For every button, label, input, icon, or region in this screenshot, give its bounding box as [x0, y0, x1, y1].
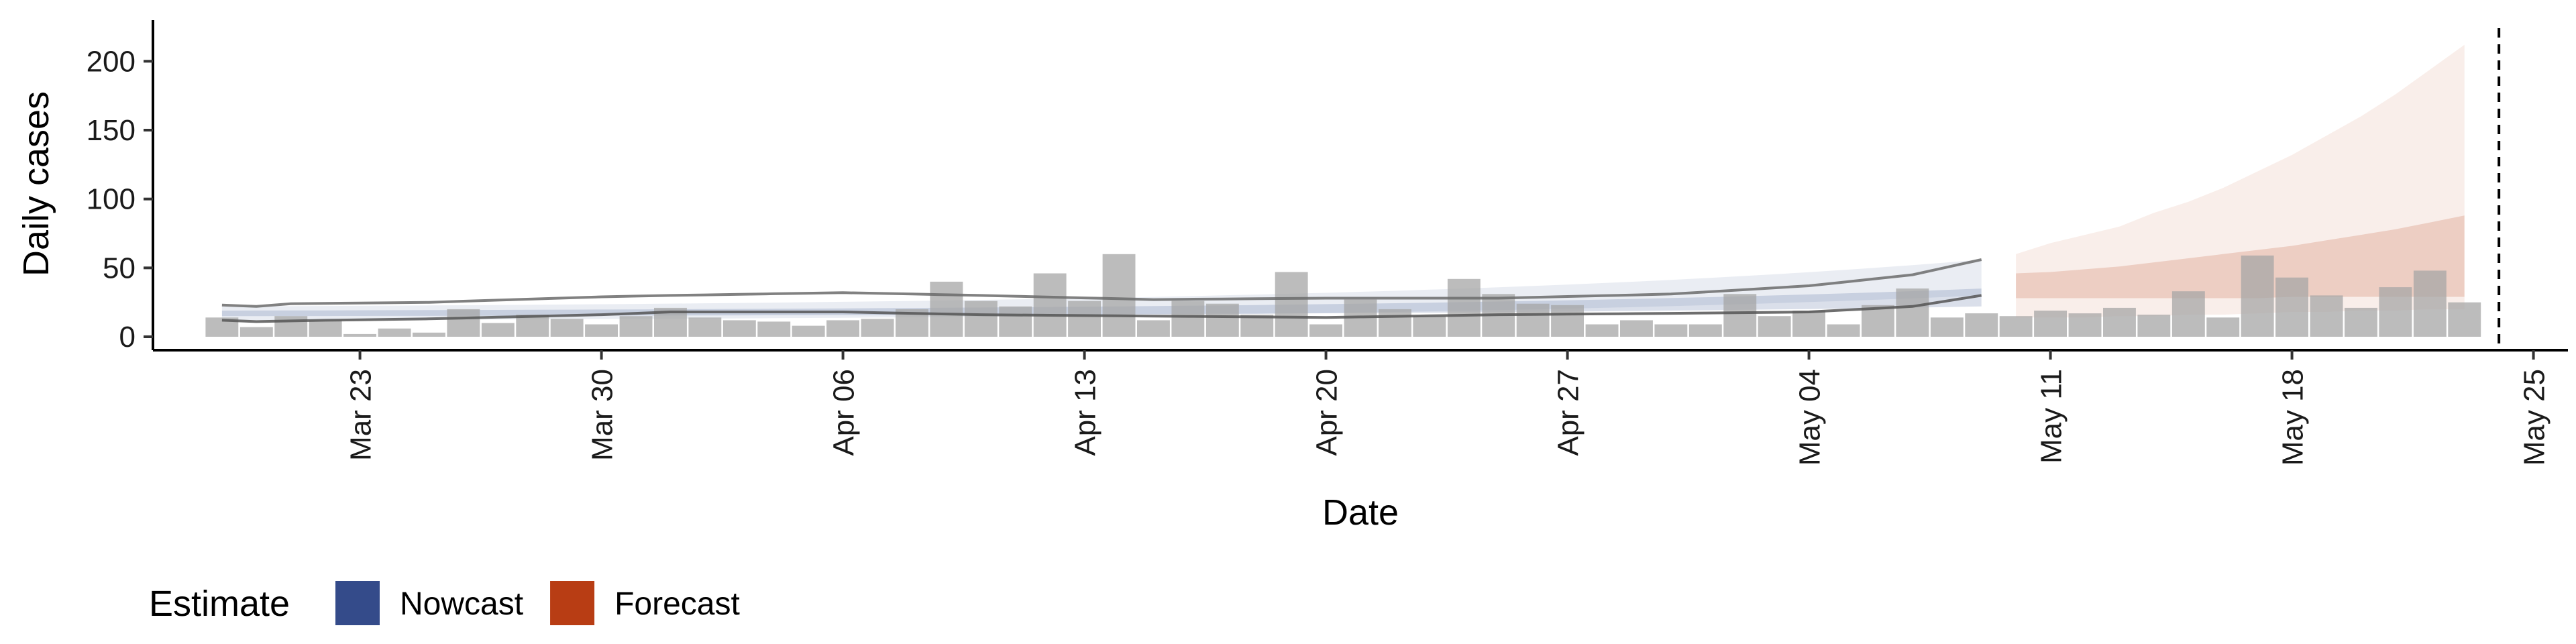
legend-label-forecast: Forecast — [614, 586, 740, 622]
bar-2020-04-03 — [722, 320, 756, 337]
axes — [144, 20, 2568, 360]
legend-items: Nowcast Forecast — [335, 581, 740, 625]
x-tick-label-2020-05-18: May 18 — [2277, 369, 2310, 466]
x-tick-label-2020-04-13: Apr 13 — [1069, 369, 1102, 456]
bar-2020-04-15 — [1137, 320, 1170, 337]
forecast-outer-band — [2016, 44, 2465, 318]
estimate-bands — [221, 44, 2465, 321]
bar-2020-03-24 — [378, 328, 411, 337]
x-tick-label-2020-03-30: Mar 30 — [586, 369, 619, 461]
bar-2020-05-19 — [2310, 295, 2343, 337]
x-tick-label-2020-04-06: Apr 06 — [828, 369, 861, 456]
bar-2020-03-27 — [481, 323, 515, 337]
bar-2020-05-23 — [2448, 302, 2481, 337]
forecast-inner-band — [2016, 215, 2465, 299]
legend-swatch-forecast — [550, 581, 595, 625]
lower-range-line — [221, 294, 1982, 323]
bar-2020-05-08 — [1930, 317, 1964, 337]
bar-2020-04-09 — [930, 281, 963, 337]
bar-2020-04-07 — [861, 319, 894, 337]
bar-2020-04-17 — [1205, 303, 1239, 337]
y-tick-label-0: 0 — [119, 321, 136, 354]
bar-2020-05-02 — [1723, 294, 1757, 337]
bar-2020-05-14 — [2137, 315, 2171, 337]
bar-2020-04-10 — [964, 301, 998, 337]
bar-2020-04-30 — [1654, 324, 1688, 337]
bar-2020-04-11 — [999, 306, 1032, 337]
bar-2020-04-12 — [1033, 273, 1067, 337]
bar-2020-03-20 — [239, 327, 273, 337]
bar-2020-04-06 — [826, 320, 859, 337]
y-tick-label-50: 50 — [103, 252, 136, 284]
bar-2020-03-21 — [274, 316, 308, 337]
bar-2020-04-13 — [1068, 301, 1101, 337]
bar-2020-05-17 — [2241, 255, 2274, 337]
bar-2020-05-18 — [2275, 277, 2308, 337]
y-tick-label-200: 200 — [87, 45, 136, 78]
bar-2020-05-16 — [2206, 317, 2240, 337]
bar-2020-04-02 — [688, 317, 722, 337]
legend-label-nowcast: Nowcast — [400, 586, 523, 622]
legend: Estimate Nowcast Forecast — [149, 581, 740, 625]
bar-2020-04-28 — [1585, 324, 1619, 337]
bar-2020-04-04 — [757, 321, 791, 337]
bar-2020-03-31 — [619, 316, 653, 337]
bar-2020-05-22 — [2413, 270, 2447, 337]
bar-2020-04-26 — [1516, 303, 1550, 337]
bar-2020-05-10 — [1999, 316, 2033, 337]
bar-2020-03-28 — [516, 315, 549, 337]
x-tick-label-2020-03-23: Mar 23 — [345, 369, 378, 461]
legend-swatch-nowcast — [335, 581, 380, 625]
bar-2020-03-26 — [447, 309, 480, 337]
bar-2020-05-04 — [1792, 311, 1825, 337]
bar-2020-05-11 — [2034, 311, 2067, 337]
bar-2020-05-09 — [1965, 313, 1998, 337]
y-tick-labels: 0 50 100 150 200 — [87, 45, 136, 354]
bar-2020-05-12 — [2068, 313, 2102, 337]
x-tick-label-2020-05-04: May 04 — [1794, 369, 1827, 466]
range-lines — [221, 258, 1982, 323]
bar-2020-04-20 — [1309, 324, 1342, 337]
y-axis-title: Daily cases — [16, 91, 56, 276]
bar-2020-05-20 — [2345, 307, 2377, 337]
x-tick-labels: Mar 23 Mar 30 Apr 06 Apr 13 Apr 20 Apr 27 May … — [345, 369, 2551, 466]
bar-2020-04-22 — [1379, 309, 1411, 337]
bar-2020-04-16 — [1171, 301, 1205, 337]
x-tick-label-2020-04-27: Apr 27 — [1552, 369, 1585, 456]
x-tick-label-2020-04-20: Apr 20 — [1311, 369, 1344, 456]
x-tick-label-2020-05-11: May 11 — [2035, 369, 2068, 464]
bar-2020-04-23 — [1413, 316, 1446, 337]
bar-2020-03-23 — [343, 333, 376, 337]
bar-2020-05-21 — [2379, 287, 2412, 337]
bar-2020-03-30 — [585, 324, 618, 337]
bar-2020-04-19 — [1275, 272, 1308, 337]
bar-2020-03-29 — [550, 319, 584, 337]
legend-title: Estimate — [149, 584, 290, 624]
y-tick-label-150: 150 — [87, 114, 136, 147]
bar-2020-05-07 — [1896, 288, 1929, 337]
bar-2020-05-15 — [2171, 291, 2205, 337]
bar-2020-05-06 — [1862, 305, 1894, 337]
bar-2020-04-05 — [792, 325, 825, 337]
bar-2020-05-13 — [2103, 307, 2136, 337]
bar-2020-04-27 — [1551, 305, 1584, 337]
bar-2020-04-18 — [1240, 315, 1274, 337]
observed-bars — [205, 254, 2481, 337]
bar-2020-04-29 — [1620, 320, 1653, 337]
bar-2020-05-05 — [1827, 324, 1860, 337]
bar-2020-03-22 — [309, 320, 342, 337]
bar-2020-04-14 — [1102, 254, 1136, 337]
y-tick-label-100: 100 — [87, 183, 136, 216]
bar-2020-05-01 — [1688, 324, 1722, 337]
upper-range-line — [221, 258, 1982, 308]
bar-2020-04-24 — [1447, 278, 1481, 337]
x-tick-label-2020-05-25: May 25 — [2518, 369, 2551, 466]
bar-2020-05-03 — [1758, 316, 1791, 337]
x-axis-title: Date — [1322, 492, 1399, 533]
bar-2020-03-25 — [413, 332, 445, 337]
